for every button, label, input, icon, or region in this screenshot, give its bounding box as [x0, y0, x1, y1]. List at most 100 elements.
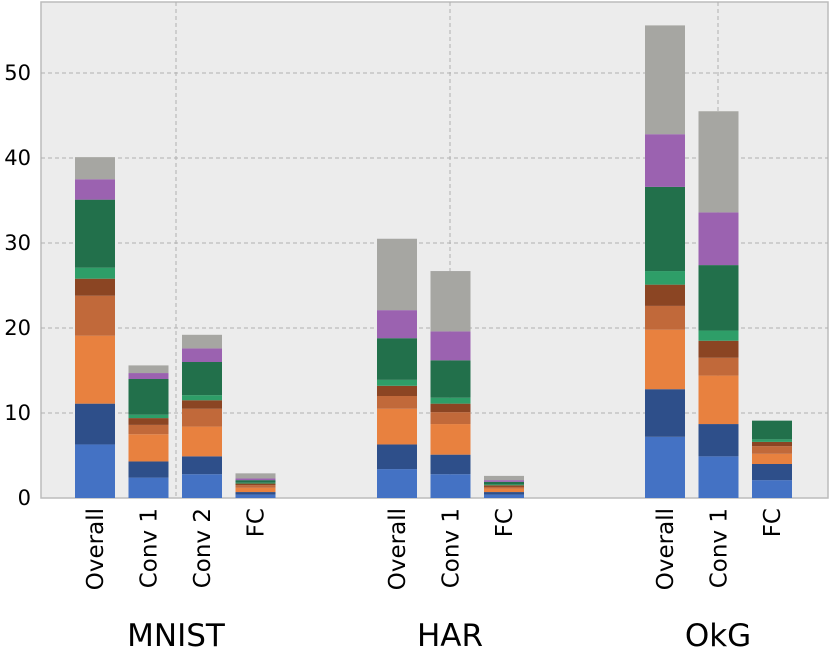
bar-segment: [235, 473, 276, 479]
x-tick-label: Conv 1: [707, 508, 733, 588]
bar-segment: [752, 480, 792, 498]
bar-segment: [377, 408, 417, 445]
x-tick-label: Overall: [385, 508, 411, 590]
group-label: OkG: [685, 618, 751, 649]
bar-segment: [752, 439, 792, 442]
bar-segment: [128, 418, 169, 425]
bar-segment: [645, 436, 685, 498]
y-tick-label: 50: [4, 61, 31, 85]
bar-segment: [698, 340, 739, 358]
bar-segment: [235, 485, 276, 488]
bar-segment: [484, 485, 524, 487]
bar-segment: [377, 338, 417, 380]
bar-segment: [484, 488, 524, 493]
bar-segment: [698, 212, 739, 266]
bar-segment: [377, 310, 417, 339]
bar-segment: [128, 434, 169, 462]
bar-segment: [182, 395, 222, 401]
bar-segment: [430, 454, 471, 475]
bar-segment: [75, 335, 115, 404]
bar-segment: [182, 426, 222, 457]
bar-segment: [430, 271, 471, 332]
bar-segment: [698, 330, 739, 341]
x-tick-label: Conv 2: [190, 508, 216, 588]
bar-segment: [430, 474, 471, 498]
bar-segment: [75, 295, 115, 336]
bar-segment: [235, 483, 276, 486]
bar-segment: [128, 424, 169, 435]
y-tick-label: 0: [18, 486, 31, 510]
bar-segment: [128, 373, 169, 379]
bar-segment: [430, 403, 471, 413]
x-axis: Overall Conv 1 Conv 2 FC MNIST Overall Conv 1 F…: [83, 508, 786, 649]
bar-segment: [698, 265, 739, 331]
bar-segment: [645, 305, 685, 330]
x-tick-label: FC: [760, 508, 786, 537]
bar-segment: [645, 389, 685, 437]
bar-segment: [698, 375, 739, 425]
bar-segment: [75, 199, 115, 268]
bar-segment: [182, 334, 222, 349]
bar-segment: [430, 397, 471, 404]
bar-segment: [698, 456, 739, 498]
y-tick-label: 10: [4, 401, 31, 425]
x-tick-label: FC: [492, 508, 518, 537]
bar-segment: [752, 453, 792, 464]
bar-segment: [645, 284, 685, 306]
bar-segment: [128, 379, 169, 415]
group-label: HAR: [417, 618, 483, 649]
bar-segment: [645, 271, 685, 285]
bar-segment: [235, 494, 276, 498]
group-label: MNIST: [127, 618, 226, 649]
bar-segment: [128, 414, 169, 419]
bar-segment: [645, 329, 685, 390]
bar-segment: [377, 396, 417, 409]
bar-segment: [235, 487, 276, 493]
bar-segment: [182, 456, 222, 475]
bar-segment: [377, 379, 417, 386]
bar-segment: [430, 331, 471, 361]
bar-segment: [75, 403, 115, 445]
x-tick-label: Overall: [83, 508, 109, 590]
bar-segment: [75, 444, 115, 498]
bar-segment: [75, 157, 115, 180]
bar-segment: [484, 484, 524, 486]
bars: [75, 25, 792, 498]
bar-segment: [235, 492, 276, 495]
x-tick-label: Overall: [653, 508, 679, 590]
bar-segment: [235, 478, 276, 481]
bar-segment: [128, 477, 169, 498]
bar-segment: [645, 134, 685, 187]
bar-segment: [182, 474, 222, 498]
bar-segment: [182, 400, 222, 409]
bar-segment: [752, 446, 792, 454]
bar-segment: [377, 238, 417, 311]
bar-segment: [182, 348, 222, 362]
y-tick-label: 20: [4, 316, 31, 340]
y-tick-label: 40: [4, 146, 31, 170]
bar-segment: [698, 357, 739, 376]
bar-segment: [430, 360, 471, 398]
bar-segment: [235, 480, 276, 483]
bar-segment: [128, 365, 169, 374]
bar-segment: [430, 424, 471, 455]
bar-segment: [645, 186, 685, 272]
bar-segment: [430, 412, 471, 425]
x-tick-label: Conv 1: [439, 508, 465, 588]
x-tick-label: FC: [244, 508, 270, 537]
bar-segment: [377, 444, 417, 470]
bar-segment: [752, 464, 792, 481]
bar-segment: [484, 492, 524, 495]
x-tick-label: Conv 1: [137, 508, 163, 588]
bar-segment: [752, 441, 792, 447]
bar-segment: [484, 475, 524, 481]
bar-segment: [75, 267, 115, 279]
bar-segment: [645, 25, 685, 135]
y-tick-label: 30: [4, 231, 31, 255]
bar-segment: [698, 111, 739, 213]
bar-segment: [377, 469, 417, 498]
bar-segment: [484, 480, 524, 482]
bar-segment: [235, 482, 276, 484]
bar-segment: [75, 179, 115, 200]
